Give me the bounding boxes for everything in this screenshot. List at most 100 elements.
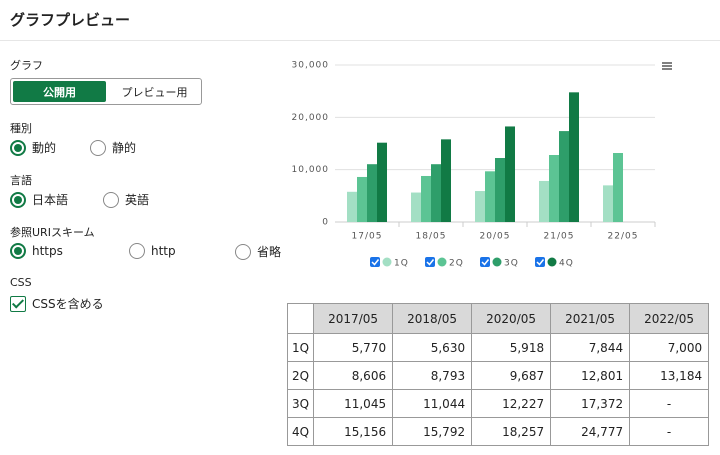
- x-tick-label: 22/05: [608, 232, 639, 242]
- bar: [411, 192, 421, 222]
- radio-label: 静的: [112, 141, 137, 155]
- table-row: 4Q 15,156 15,792 18,257 24,777-: [286, 417, 710, 446]
- table-cell: 4Q: [286, 417, 315, 446]
- header-row: 2017/05 2018/05 2020/05 2021/05 2022/05: [286, 303, 710, 334]
- radio-label: http: [151, 244, 176, 258]
- legend-label: 4Q: [559, 259, 574, 269]
- radio-button[interactable]: [129, 243, 145, 259]
- radio-button[interactable]: [10, 139, 26, 156]
- radio-button[interactable]: [10, 243, 26, 259]
- radio-button[interactable]: [235, 243, 251, 260]
- table-cell: 2020/05: [471, 303, 552, 334]
- x-tick-label: 17/05: [352, 232, 383, 242]
- toggle-button[interactable]: プレビュー用: [121, 85, 188, 99]
- table-cell: -: [629, 389, 710, 418]
- legend-check: [371, 259, 380, 266]
- table-cell: 15,792: [392, 417, 473, 446]
- bar: [347, 191, 357, 222]
- x-tick-label: 18/05: [416, 232, 447, 242]
- bar: [441, 139, 451, 222]
- legend-marker: [382, 257, 392, 267]
- table-cell: 12,801: [550, 361, 631, 390]
- legend-marker: [437, 257, 447, 267]
- bar: [613, 153, 623, 222]
- table-cell: 15,156: [313, 417, 394, 446]
- table-cell: 18,257: [471, 417, 552, 446]
- table-row: 1Q 5,770 5,630 5,918 7,844 7,000: [286, 333, 710, 362]
- radio-label: 動的: [32, 141, 57, 155]
- bar: [569, 92, 579, 222]
- legend-checkbox[interactable]: [425, 257, 435, 267]
- table-cell: 7,844: [550, 333, 631, 362]
- table-cell: 17,372: [550, 389, 631, 418]
- bar: [485, 171, 495, 222]
- menu-icon[interactable]: [662, 62, 672, 70]
- table-cell: 11,044: [392, 389, 473, 418]
- legend-checkbox[interactable]: [370, 257, 380, 267]
- table-cell: 5,918: [471, 333, 552, 362]
- bar: [603, 185, 613, 222]
- table-cell: -: [629, 417, 710, 446]
- table-cell: 5,770: [313, 333, 394, 362]
- radio-button[interactable]: [90, 139, 106, 156]
- radio-button[interactable]: [10, 191, 26, 208]
- bar: [475, 191, 485, 222]
- y-tick-label: 30,000: [292, 61, 330, 71]
- radio-label: 日本語: [32, 193, 69, 207]
- radio-option[interactable]: 省略: [235, 243, 281, 260]
- table-row: 3Q 11,045 11,044 12,227 17,372-: [286, 389, 710, 418]
- bar: [549, 155, 559, 222]
- radio-option[interactable]: 日本語: [10, 191, 68, 208]
- legend-label: 2Q: [449, 259, 464, 269]
- checkbox-label: CSSを含める: [32, 297, 104, 311]
- table-cell: 5,630: [392, 333, 473, 362]
- radio-option[interactable]: http: [129, 243, 176, 259]
- radio-option[interactable]: 英語: [103, 191, 149, 208]
- checkbox-option[interactable]: CSSを含める: [10, 295, 104, 312]
- data-table: 2017/05 2018/05 2020/05 2021/05 2022/05 1Q 5,7…: [286, 303, 710, 446]
- legend-checkbox[interactable]: [480, 257, 490, 267]
- table-cell: [286, 303, 315, 334]
- field-label: CSS: [10, 276, 32, 289]
- field-label: 言語: [10, 174, 32, 187]
- legend-label: 1Q: [394, 259, 409, 269]
- bar: [495, 158, 505, 222]
- field-label: グラフ: [10, 59, 43, 72]
- table-cell: 12,227: [471, 389, 552, 418]
- bar: [559, 131, 569, 222]
- table-cell: 2022/05: [629, 303, 710, 334]
- table-cell: 1Q: [286, 333, 315, 362]
- y-tick-label: 10,000: [292, 165, 330, 175]
- table-cell: 2021/05: [550, 303, 631, 334]
- chart: 0 10,000 20,000 30,000 17/05 18/05 20/05 21/05 2…: [292, 61, 672, 269]
- checkbox[interactable]: [10, 295, 26, 312]
- legend-check: [426, 259, 435, 266]
- x-tick-label: 21/05: [544, 232, 575, 242]
- radio-label: 英語: [125, 193, 150, 207]
- y-tick-label: 20,000: [292, 113, 330, 123]
- radio-option[interactable]: 動的: [10, 139, 56, 156]
- bar: [357, 176, 367, 222]
- table-cell: 8,606: [313, 361, 394, 390]
- radio-option[interactable]: https: [10, 243, 63, 259]
- legend-marker: [492, 257, 502, 267]
- legend-checkbox[interactable]: [535, 257, 545, 267]
- table-cell: 9,687: [471, 361, 552, 390]
- field-label: 参照URIスキーム: [10, 226, 95, 239]
- legend-label: 3Q: [504, 259, 519, 269]
- bar: [505, 126, 515, 222]
- x-tick-label: 20/05: [480, 232, 511, 242]
- bar: [377, 142, 387, 222]
- radio-option[interactable]: 静的: [90, 139, 136, 156]
- legend-marker: [547, 257, 557, 267]
- toggle-button[interactable]: 公開用: [13, 81, 106, 102]
- table-cell: 2018/05: [392, 303, 473, 334]
- page-title: グラフプレビュー: [10, 11, 131, 29]
- y-tick-label: 0: [322, 218, 329, 228]
- toggle-group: 公開用 プレビュー用: [10, 78, 202, 105]
- radio-button[interactable]: [103, 191, 119, 208]
- table-cell: 24,777: [550, 417, 631, 446]
- table-cell: 2Q: [286, 361, 315, 390]
- table-row: 2Q 8,606 8,793 9,687 12,801 13,184: [286, 361, 710, 390]
